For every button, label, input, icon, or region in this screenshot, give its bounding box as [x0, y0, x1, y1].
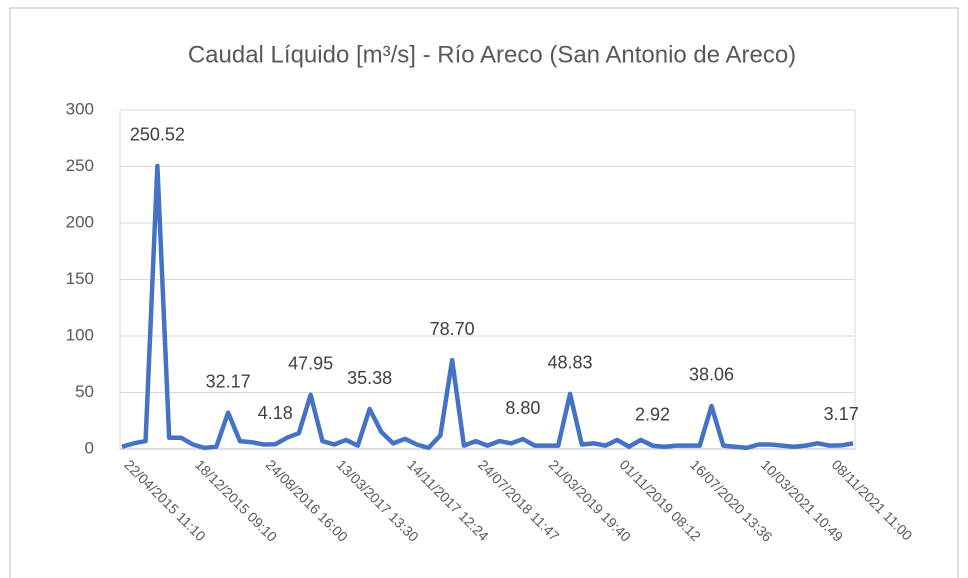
data-label: 32.17: [206, 371, 251, 391]
y-tick-label: 300: [66, 99, 94, 118]
data-label: 2.92: [635, 404, 670, 424]
data-label: 3.17: [824, 404, 859, 424]
y-tick-label: 250: [66, 156, 94, 175]
y-tick-label: 150: [66, 269, 94, 288]
data-label: 4.18: [258, 403, 293, 423]
data-label: 78.70: [430, 319, 475, 339]
data-label: 8.80: [505, 398, 540, 418]
data-line: [121, 163, 854, 451]
data-label: 35.38: [347, 368, 392, 388]
data-label: 250.52: [130, 125, 185, 145]
data-label: 48.83: [548, 353, 593, 373]
data-label: 38.06: [689, 365, 734, 385]
chart-title: Caudal Líquido [m³/s] - Río Areco (San A…: [188, 41, 796, 68]
y-tick-label: 200: [66, 212, 94, 231]
y-tick-label: 0: [85, 438, 94, 457]
data-label: 47.95: [288, 354, 333, 374]
y-tick-label: 100: [66, 325, 94, 344]
y-tick-label: 50: [75, 382, 94, 401]
chart-frame: [9, 7, 959, 578]
